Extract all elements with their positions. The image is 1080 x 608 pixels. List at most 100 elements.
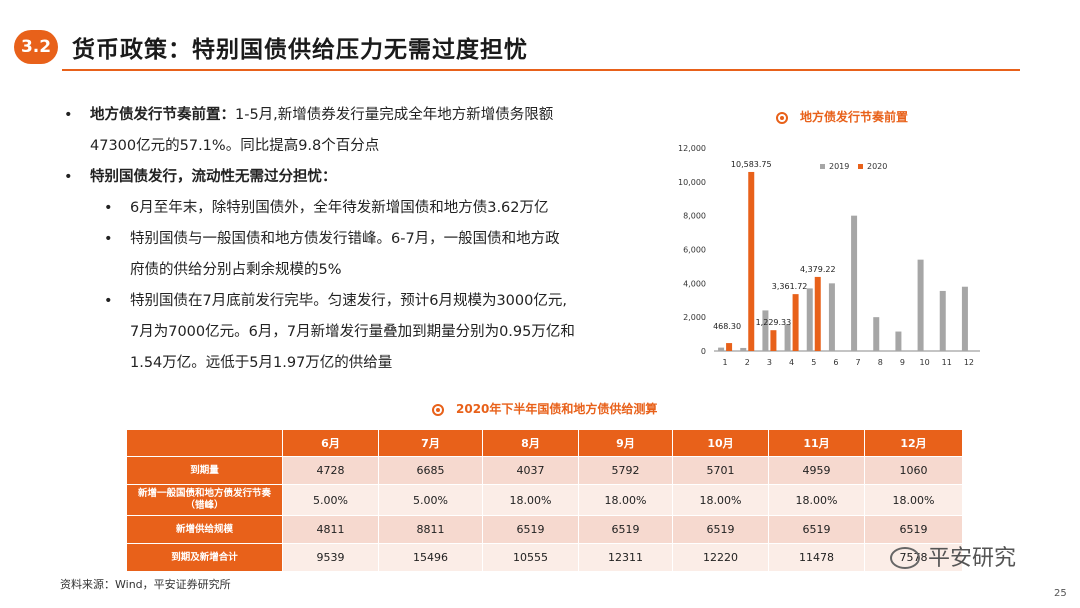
y-tick-label: 0 [701,347,706,356]
table-cell: 4037 [482,456,579,485]
table-cell: 5701 [672,456,769,485]
supply-table: 6月 7月 8月 9月 10月 11月 12月 到期量 4728 6685 40… [126,429,963,572]
column-header: 7月 [378,429,483,457]
table-cell: 10555 [482,543,579,572]
bullet-item: • 特别国债发行，流动性无需过分担忧： [60,162,660,193]
bar-2019 [917,259,924,351]
bullet-text: 特别国债在7月底前发行完毕。匀速发行，预计6月规模为3000亿元, [130,293,567,309]
table-cell: 12220 [672,543,769,572]
bullet-text: 1-5月,新增债券发行量完成全年地方新增债务限额 [235,107,554,123]
bar-2020 [792,294,799,351]
x-tick-label: 10 [919,358,929,367]
column-header: 10月 [672,429,769,457]
table-cell: 4811 [282,515,379,544]
header: 3.2 货币政策：特别国债供给压力无需过度担忧 [0,0,1080,71]
x-tick-label: 11 [942,358,952,367]
table-cell: 18.00% [482,484,579,516]
bar-2019 [873,317,880,351]
table-cell: 6519 [578,515,673,544]
row-label: 新增供给规模 [126,515,283,544]
data-label: 3,361.72 [772,282,808,291]
row-label: 到期及新增合计 [126,543,283,572]
table-cell: 15496 [378,543,483,572]
table-cell: 8811 [378,515,483,544]
bullet-dot-icon: • [104,231,113,247]
table-cell: 5.00% [282,484,379,516]
bullet-text: 特别国债与一般国债和地方债发行错峰。6-7月，一般国债和地方政 [130,231,560,247]
target-icon [432,404,444,416]
watermark: 平安研究 [890,540,1016,572]
column-header: 6月 [282,429,379,457]
sub-bullet-item: • 6月至年末，除特别国债外，全年待发新增国债和地方债3.62万亿 [60,193,660,224]
bullet-dot-icon: • [64,107,73,123]
watermark-text: 平安研究 [928,546,1017,571]
legend-label: 2020 [867,162,887,171]
bar-2019 [740,347,747,351]
bar-2019 [939,290,946,351]
column-header: 8月 [482,429,579,457]
section-badge: 3.2 [14,30,58,64]
bullet-text: 47300亿元的57.1%。同比提高9.8个百分点 [90,138,380,154]
table-title-text: 2020年下半年国债和地方债供给测算 [456,402,658,416]
table-cell: 9539 [282,543,379,572]
target-icon [776,112,788,124]
bar-2019 [784,324,791,351]
table-row: 新增供给规模 4811 8811 6519 6519 6519 6519 651… [126,515,963,544]
bullet-text: 府债的供给分别占剩余规模的5% [130,262,342,278]
bullet-text: 1.54万亿。远低于5月1.97万亿的供给量 [130,355,393,371]
bar-2019 [961,286,968,351]
bar-2019 [806,288,813,351]
table-cell: 12311 [578,543,673,572]
y-tick-label: 6,000 [683,246,706,255]
bar-2019 [718,347,725,351]
y-tick-label: 10,000 [678,178,706,187]
bullet-list: • 地方债发行节奏前置：1-5月,新增债券发行量完成全年地方新增债务限额 473… [60,100,660,379]
table-cell: 4959 [768,456,865,485]
table-cell: 4728 [282,456,379,485]
data-label: 1,229.33 [756,318,792,327]
data-label: 468.30 [713,322,741,331]
wechat-icon [890,547,920,569]
column-header: 11月 [768,429,865,457]
x-tick-label: 4 [789,358,794,367]
y-tick-label: 12,000 [678,144,706,153]
sub-bullet-item: • 特别国债在7月底前发行完毕。匀速发行，预计6月规模为3000亿元, 7月为7… [60,286,660,379]
bullet-heading: 地方债发行节奏前置： [90,107,235,123]
table-title: 2020年下半年国债和地方债供给测算 [432,400,657,417]
y-tick-label: 4,000 [683,279,706,288]
legend-label: 2019 [829,162,849,171]
sub-bullet-item: • 特别国债与一般国债和地方债发行错峰。6-7月，一般国债和地方政 府债的供给分… [60,224,660,286]
data-label: 10,583.75 [731,160,772,169]
bar-2020 [748,171,755,351]
legend-swatch [820,164,825,169]
bar-2020 [770,330,777,351]
x-tick-label: 2 [745,358,750,367]
x-tick-label: 5 [811,358,816,367]
table-cell: 1060 [864,456,963,485]
chart-title: 地方债发行节奏前置 [776,108,908,125]
bullet-text: 7月为7000亿元。6月，7月新增发行量叠加到期量分别为0.95万亿和 [130,324,575,340]
x-tick-label: 7 [856,358,861,367]
bar-2019 [851,215,858,351]
bar-2020 [726,343,733,351]
source-note: 资料来源：Wind，平安证券研究所 [60,578,231,591]
data-label: 4,379.22 [800,265,836,274]
table-cell: 6519 [482,515,579,544]
table-cell: 18.00% [864,484,963,516]
table-row: 新增一般国债和地方债发行节奏（错峰） 5.00% 5.00% 18.00% 18… [126,484,963,516]
table-cell: 6519 [864,515,963,544]
row-label: 到期量 [126,456,283,485]
table-cell: 6519 [768,515,865,544]
y-tick-label: 8,000 [683,212,706,221]
column-header [126,429,283,457]
x-tick-label: 6 [833,358,838,367]
title-divider [62,69,1020,71]
table-header-row: 6月 7月 8月 9月 10月 11月 12月 [126,429,963,457]
bullet-dot-icon: • [104,293,113,309]
table-cell: 18.00% [768,484,865,516]
page-number: 25 [1054,588,1067,599]
table-cell: 18.00% [672,484,769,516]
y-tick-label: 2,000 [683,313,706,322]
column-header: 9月 [578,429,673,457]
bullet-heading: 特别国债发行，流动性无需过分担忧： [90,169,337,185]
